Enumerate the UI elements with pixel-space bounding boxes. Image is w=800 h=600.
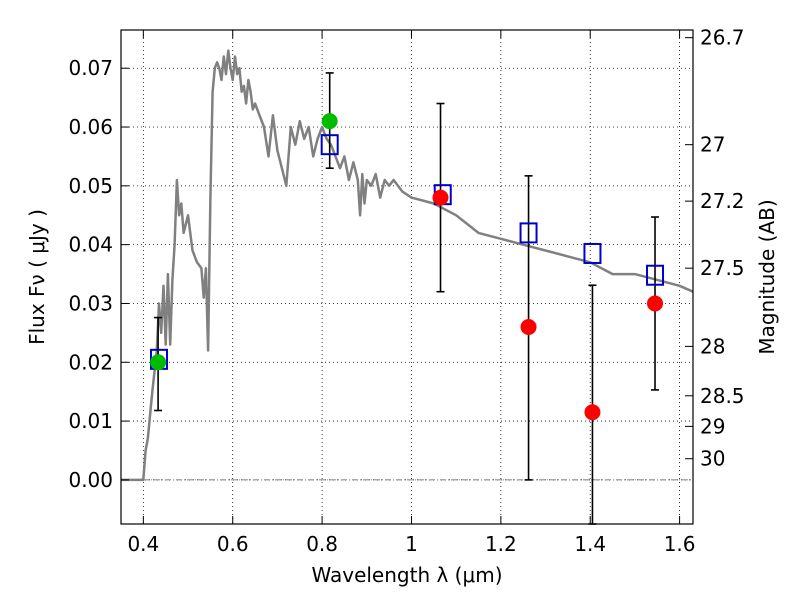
y-tick-label: 0.06 — [68, 115, 113, 139]
right-axis-label: Magnitude (AB) — [755, 199, 779, 354]
x-tick-label: 1.6 — [664, 532, 696, 556]
x-tick-label: 1.4 — [574, 532, 606, 556]
model-flux-square — [320, 134, 339, 156]
y-tick-label: 0.03 — [68, 291, 113, 315]
right-tick-label: 26.7 — [700, 26, 745, 50]
model-spectrum — [121, 49, 694, 482]
detected-flux-point — [150, 354, 167, 371]
x-tick-label: 0.4 — [127, 532, 159, 556]
right-tick-label: 30 — [700, 447, 725, 471]
right-tick-label: 28 — [700, 334, 725, 358]
plot-frame — [120, 29, 694, 525]
x-axis-label: Wavelength λ (μm) — [311, 563, 502, 587]
y-tick-label: 0.02 — [68, 350, 113, 374]
right-tick-label: 29 — [700, 414, 725, 438]
model-flux-square — [646, 264, 665, 286]
x-tick-label: 0.6 — [217, 532, 249, 556]
tick-labels: 0.4 0.6 0.8 1 1.2 1.4 1.6 0.00 0.01 0.02 0.03 0.04 0… — [68, 26, 744, 556]
y-tick-label: 0.01 — [68, 409, 113, 433]
observed-flux-point — [520, 318, 537, 335]
right-tick-label: 27.2 — [700, 189, 745, 213]
model-flux-square — [519, 222, 538, 244]
x-tick-label: 1.2 — [485, 532, 517, 556]
detected-flux-point — [321, 113, 338, 130]
observed-flux-point — [584, 404, 601, 421]
right-tick-label: 27.5 — [700, 256, 745, 280]
y-tick-label: 0.07 — [68, 56, 113, 80]
y-tick-label: 0.00 — [68, 468, 113, 492]
observed-flux-point — [432, 189, 449, 206]
y-tick-label: 0.04 — [68, 233, 113, 257]
model-flux-square — [583, 242, 602, 264]
y-axis-label: Flux Fν ( μJy ) — [25, 209, 49, 345]
x-tick-label: 1 — [405, 532, 418, 556]
data-markers — [149, 113, 665, 421]
plot-area — [121, 30, 693, 524]
x-tick-label: 0.8 — [306, 532, 338, 556]
ticks — [121, 30, 693, 524]
observed-flux-point — [647, 295, 664, 312]
model-spectrum-line — [121, 49, 694, 482]
right-tick-label: 27 — [700, 133, 725, 157]
right-tick-label: 28.5 — [700, 384, 745, 408]
y-tick-label: 0.05 — [68, 174, 113, 198]
